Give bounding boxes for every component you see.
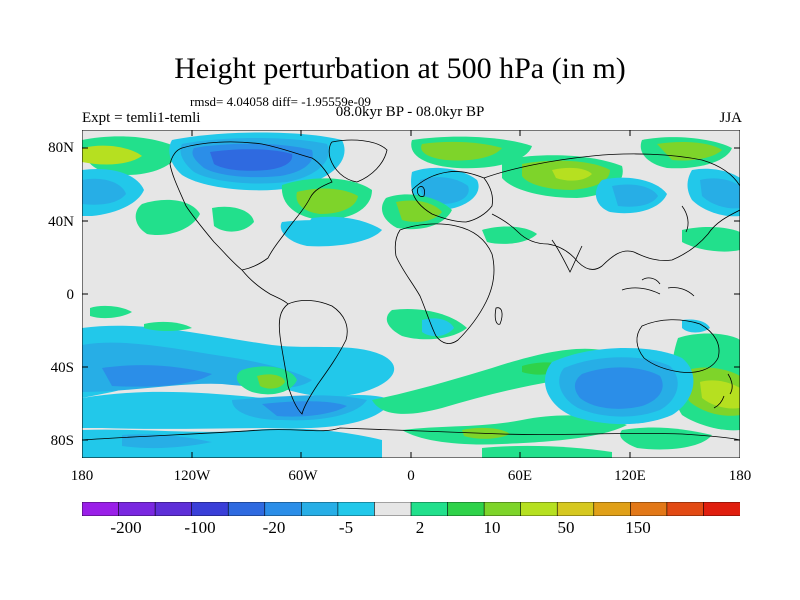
- colorbar-swatch: [666, 502, 705, 516]
- colorbar-label-4: -5: [338, 518, 354, 537]
- colorbar-label-2: -100: [184, 518, 216, 537]
- colorbar-swatch: [556, 502, 595, 516]
- map-svg: [82, 130, 740, 458]
- season-label: JJA: [719, 110, 742, 126]
- colorbar-swatch: [410, 502, 449, 516]
- stats-text: rmsd= 4.04058 diff= -1.95559e-09: [190, 94, 371, 109]
- field-negative-south: [82, 325, 395, 458]
- experiment-label: Expt = temli1-temli: [82, 110, 201, 126]
- lat-label-40n: 40N: [48, 214, 74, 230]
- lon-label-180e: 180: [728, 468, 752, 484]
- lat-label-40s: 40S: [50, 360, 74, 376]
- colorbar-swatch: [374, 502, 412, 516]
- colorbar-swatch: [264, 502, 303, 516]
- map-ticks: [82, 130, 740, 458]
- colorbar-label-5: 2: [415, 518, 425, 537]
- colorbar-swatch: [154, 502, 193, 516]
- lat-label-eq: 0: [66, 287, 75, 303]
- field-positive-south: [144, 308, 740, 458]
- map-panel: [82, 130, 740, 458]
- lon-label-180w: 180: [70, 468, 94, 484]
- colorbar-swatch: [520, 502, 559, 516]
- colorbar-label-6: 10: [483, 518, 501, 537]
- colorbar-swatch: [593, 502, 632, 516]
- colorbar-swatch: [447, 502, 485, 516]
- colorbar-swatch: [337, 502, 376, 516]
- chart-title: Height perturbation at 500 hPa (in m): [174, 52, 626, 85]
- lon-label-120e: 120E: [614, 468, 646, 484]
- colorbar-swatch: [483, 502, 522, 516]
- field-north: [82, 132, 740, 319]
- colorbar-swatch: [630, 502, 668, 516]
- colorbar-label-7: 50: [557, 518, 575, 537]
- coastlines: [82, 139, 740, 441]
- colorbar-swatch: [118, 502, 156, 516]
- lon-label-60e: 60E: [507, 468, 533, 484]
- period-label: 08.0kyr BP - 08.0kyr BP: [335, 104, 485, 120]
- colorbar-swatch: [301, 502, 339, 516]
- colorbar: [82, 502, 740, 516]
- lon-label-60w: 60W: [288, 468, 318, 484]
- colorbar-swatch: [227, 502, 266, 516]
- colorbar-label-1: -200: [110, 518, 142, 537]
- lat-label-80s: 80S: [50, 433, 74, 449]
- colorbar-swatch: [191, 502, 230, 516]
- colorbar-label-3: -20: [262, 518, 286, 537]
- lat-label-80n: 80N: [48, 140, 74, 156]
- colorbar-svg: [82, 502, 740, 516]
- lon-label-0: 0: [407, 468, 415, 484]
- colorbar-swatch: [82, 502, 120, 516]
- colorbar-label-8: 150: [625, 518, 651, 537]
- lon-label-120w: 120W: [173, 468, 211, 484]
- colorbar-swatch: [703, 502, 740, 516]
